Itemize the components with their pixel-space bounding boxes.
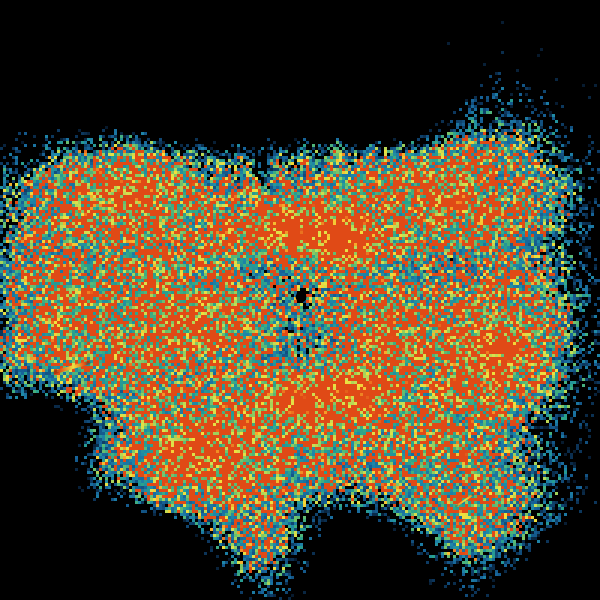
density-map-canvas[interactable]	[0, 0, 600, 600]
image-viewer[interactable]	[0, 0, 600, 600]
